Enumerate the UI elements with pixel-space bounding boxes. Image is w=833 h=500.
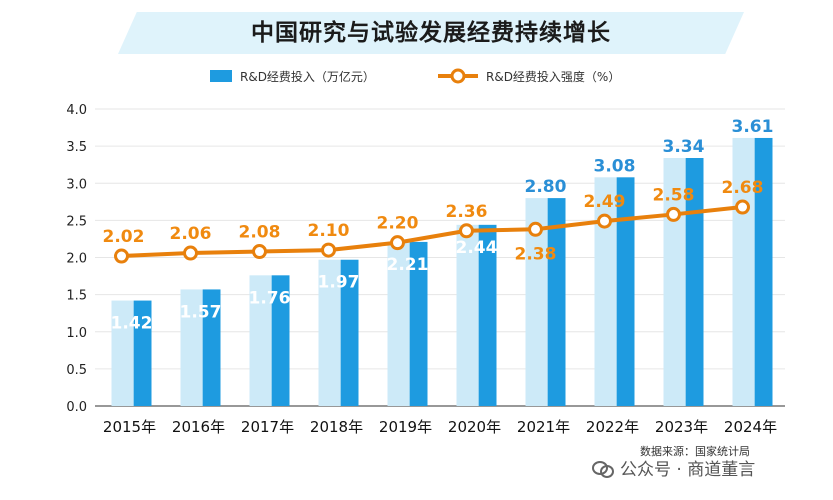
y-tick-label: 4.0 — [66, 103, 87, 118]
line-data-label: 2.02 — [103, 227, 145, 247]
x-tick-label: 2021年 — [517, 418, 570, 436]
watermark-text: 公众号 · 商道董言 — [620, 460, 756, 480]
bar-data-label: 2.21 — [387, 255, 429, 275]
x-axis: 2015年 2016年 2017年 2018年 2019年 2020年 2021年 2022年… — [103, 418, 777, 436]
line-point — [390, 235, 405, 251]
x-tick-label: 2024年 — [724, 418, 777, 436]
y-tick-label: 1.0 — [66, 326, 87, 341]
legend-bar-label: R&D经费投入（万亿元） — [240, 69, 375, 84]
bar — [111, 300, 152, 406]
bar-series: 1.42 1.57 1.76 1.97 2.21 2.44 2.80 3.08 3.34 3.61 — [111, 117, 774, 406]
line-data-label: 2.38 — [515, 244, 557, 264]
y-tick-label: 1.5 — [66, 289, 87, 304]
bar — [387, 241, 428, 406]
bar-data-label: 3.08 — [594, 156, 636, 176]
x-tick-label: 2022年 — [586, 418, 639, 436]
bar — [249, 275, 290, 406]
x-tick-label: 2016年 — [172, 418, 225, 436]
bar-data-label: 2.80 — [525, 177, 567, 197]
bar — [180, 289, 221, 406]
line-data-label: 2.08 — [239, 223, 281, 243]
y-tick-label: 2.0 — [66, 252, 87, 267]
bar-data-label: 3.34 — [663, 137, 705, 157]
watermark: 公众号 · 商道董言 — [592, 455, 755, 480]
line-data-label: 2.68 — [722, 178, 764, 198]
bar — [663, 158, 704, 406]
y-tick-label: 0.0 — [66, 400, 87, 415]
bar — [456, 224, 497, 406]
line-data-label: 2.36 — [446, 202, 488, 222]
source-note: 数据来源：国家统计局 — [640, 445, 750, 458]
line-point — [735, 199, 750, 215]
line-point — [321, 242, 336, 258]
y-tick-label: 0.5 — [66, 363, 87, 378]
bar-data-label: 2.44 — [456, 238, 498, 258]
bar — [318, 259, 359, 406]
line-data-label: 2.49 — [584, 192, 626, 212]
y-tick-label: 3.0 — [66, 177, 87, 192]
bar-data-label: 1.97 — [318, 273, 360, 293]
line-point — [528, 221, 543, 237]
x-tick-label: 2020年 — [448, 418, 501, 436]
legend-bar-swatch — [210, 70, 232, 82]
line-point — [183, 245, 198, 261]
legend-line-marker — [450, 68, 466, 84]
line-data-label: 2.10 — [308, 221, 350, 241]
legend-line-label: R&D经费投入强度（%） — [486, 69, 620, 84]
line-series: 2.02 2.06 2.08 2.10 2.20 2.36 2.38 2.49 2.58 2.68 — [103, 178, 764, 264]
line-point — [114, 248, 129, 264]
y-tick-label: 2.5 — [66, 214, 87, 229]
bar-data-label: 1.42 — [111, 314, 153, 334]
x-tick-label: 2015年 — [103, 418, 156, 436]
x-tick-label: 2019年 — [379, 418, 432, 436]
chart-title: 中国研究与试验发展经费持续增长 — [251, 20, 611, 46]
x-tick-label: 2018年 — [310, 418, 363, 436]
line-data-label: 2.06 — [170, 224, 212, 244]
line-point — [597, 213, 612, 229]
line-point — [666, 206, 681, 222]
x-tick-label: 2023年 — [655, 418, 708, 436]
wechat-icon — [592, 459, 614, 478]
series-line — [121, 205, 743, 259]
y-tick-label: 3.5 — [66, 140, 87, 155]
line-point — [459, 223, 474, 239]
line-data-label: 2.20 — [377, 214, 419, 234]
x-tick-label: 2017年 — [241, 418, 294, 436]
bar — [732, 137, 773, 406]
bar-data-label: 3.61 — [732, 117, 774, 137]
bar-data-label: 1.57 — [180, 302, 222, 322]
line-point — [252, 244, 267, 260]
legend: R&D经费投入（万亿元） R&D经费投入强度（%） — [210, 68, 620, 84]
bar-data-label: 1.76 — [249, 288, 291, 308]
title-banner — [118, 12, 744, 54]
line-data-label: 2.58 — [653, 185, 695, 205]
y-axis: 0.0 0.5 1.0 1.5 2.0 2.5 3.0 3.5 4.0 — [66, 103, 87, 415]
